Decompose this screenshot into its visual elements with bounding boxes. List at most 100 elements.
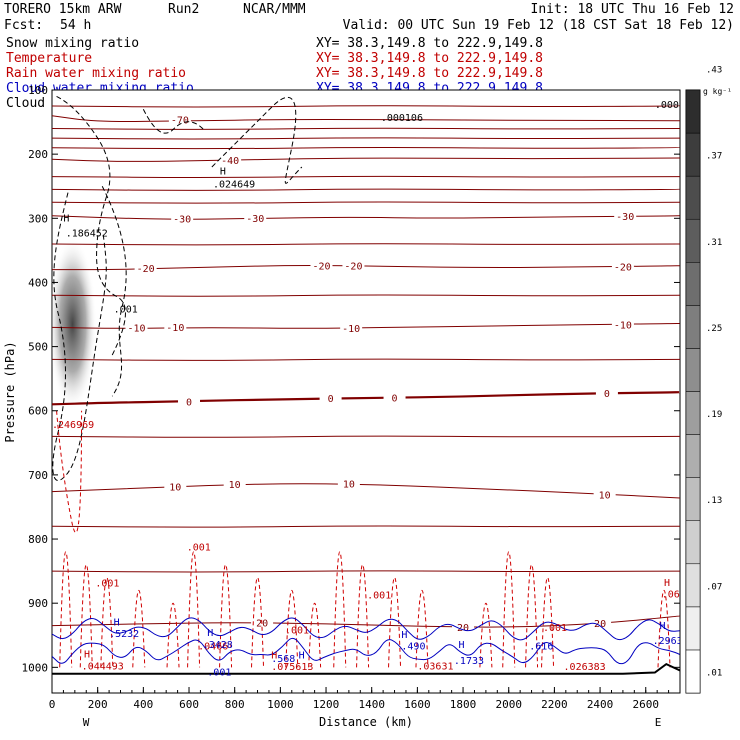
rain-contour: [285, 589, 299, 668]
colorbar-segment: [685, 89, 701, 134]
extremum-label: .001: [114, 305, 138, 316]
extremum-label: .616: [529, 641, 553, 652]
rain-contour: [79, 564, 93, 668]
y-tick-label: 700: [28, 469, 48, 482]
isotherm-label: 20: [457, 623, 469, 634]
isotherm-minor: [52, 105, 680, 108]
isotherm-minor: [52, 435, 680, 438]
isotherm-label: 10: [599, 490, 611, 501]
legend-xy: XY= 38.3,149.8 to 222.9,149.8: [316, 66, 543, 81]
extremum-label: .186452: [66, 228, 108, 239]
isotherm-label: -10: [127, 323, 145, 334]
extremum-label: H: [458, 640, 464, 651]
isotherm--40: [52, 157, 680, 162]
isotherm-label-bg: [593, 488, 616, 500]
isotherm-label: -10: [342, 324, 360, 335]
isotherm-label: 20: [256, 619, 268, 630]
legend-label: Rain water mixing ratio: [6, 66, 186, 81]
isotherm-label: -30: [246, 214, 264, 225]
isotherm-label-bg: [168, 114, 191, 126]
rain-contour: [100, 577, 114, 668]
x-tick-label: 2600: [632, 698, 659, 711]
isotherm-minor: [52, 570, 680, 573]
colorbar-segment: [685, 348, 701, 392]
y-tick-label: 1000: [22, 661, 49, 674]
y-tick-label: 200: [28, 148, 48, 161]
x-tick-label: 1400: [358, 698, 385, 711]
rain-contour: [59, 551, 73, 668]
x-tick-label: 1600: [404, 698, 431, 711]
colorbar-label: .25: [706, 324, 722, 334]
x-tick-label: 2200: [541, 698, 568, 711]
extremum-label: .000106: [381, 113, 423, 124]
isotherm-label-bg: [178, 395, 201, 407]
isotherm-label: 10: [169, 483, 181, 494]
isotherm-label-bg: [134, 262, 157, 274]
isotherm-label-bg: [611, 261, 634, 273]
isotherm-label: -10: [614, 320, 632, 331]
rain-contour: [251, 577, 265, 668]
fcst-value: 54 h: [60, 18, 91, 33]
extremum-label: H: [114, 618, 120, 629]
fcst-label: Fcst:: [4, 18, 43, 33]
colorbar-segment: [685, 434, 701, 478]
isotherm-label-bg: [319, 392, 342, 404]
extremum-label: H: [207, 628, 213, 639]
colorbar-segment: [685, 649, 701, 694]
colorbar-label: .19: [706, 410, 722, 420]
isotherm-label: 10: [229, 480, 241, 491]
colorbar-label: .07: [706, 582, 722, 592]
isotherm-minor: [52, 294, 680, 297]
isotherm-label: 20: [594, 619, 606, 630]
isotherm-label: 0: [186, 397, 192, 408]
isotherm-label-bg: [611, 318, 634, 330]
y-tick-label: 300: [28, 212, 48, 225]
isotherm-label: -20: [312, 261, 330, 272]
extremum-label: .001: [207, 668, 231, 679]
isotherm-minor: [52, 146, 680, 150]
extremum-label: H: [220, 167, 226, 178]
colorbar-segment: [685, 218, 701, 263]
extremum-label: .246969: [52, 420, 94, 431]
plot-area: -70 -40 -30 -30 -30 -20 -20 -20 -20 -10 -10 -10 -10 0…: [52, 95, 680, 679]
valid-time: Valid: 00 UTC Sun 19 Feb 12 (18 CST Sat …: [343, 18, 734, 33]
rain-contour: [308, 602, 322, 668]
rain-contour: [415, 589, 429, 668]
extremum-label: .075613: [271, 662, 313, 673]
terrain-line: [52, 662, 680, 675]
colorbar-label: .01: [706, 668, 722, 678]
model-title: TORERO 15km ARW: [4, 2, 122, 17]
isotherm-minor: [52, 188, 680, 191]
colorbar-segment: [685, 305, 701, 349]
y-tick-label: 400: [28, 276, 48, 289]
extremum-label: .044493: [82, 661, 124, 672]
rain-contour: [479, 602, 493, 668]
rain-contour: [356, 564, 370, 668]
x-tick-label: 200: [88, 698, 108, 711]
isotherm-minor: [52, 175, 680, 178]
isotherm-label: -40: [221, 156, 239, 167]
legend-xy: XY= 38.3,149.8 to 222.9,149.8: [316, 36, 543, 51]
x-tick-label: 800: [225, 698, 245, 711]
east-label: E: [655, 716, 662, 729]
isotherm-minor: [52, 358, 680, 361]
isotherm-label-bg: [340, 322, 363, 334]
isotherm-label-bg: [383, 391, 406, 403]
extremum-label: H: [401, 630, 407, 641]
isotherm-label: -20: [614, 263, 632, 274]
extremum-label: .001: [95, 579, 119, 590]
y-tick-label: 900: [28, 597, 48, 610]
extremum-label: .568: [271, 654, 295, 665]
colorbar-label: .13: [706, 496, 722, 506]
isotherm-label: -20: [137, 264, 155, 275]
cloud-ice-contour: [142, 109, 204, 134]
isotherm-label-bg: [164, 481, 187, 493]
colorbar-segment: [685, 606, 701, 651]
x-tick-label: 400: [133, 698, 153, 711]
init-time: Init: 18 UTC Thu 16 Feb 12: [531, 2, 735, 17]
extremum-label: .001: [187, 543, 211, 554]
colorbar-label: .43: [706, 65, 722, 75]
isotherm-minor: [52, 127, 680, 130]
isotherm-minor: [52, 137, 680, 140]
x-tick-label: 1000: [267, 698, 294, 711]
